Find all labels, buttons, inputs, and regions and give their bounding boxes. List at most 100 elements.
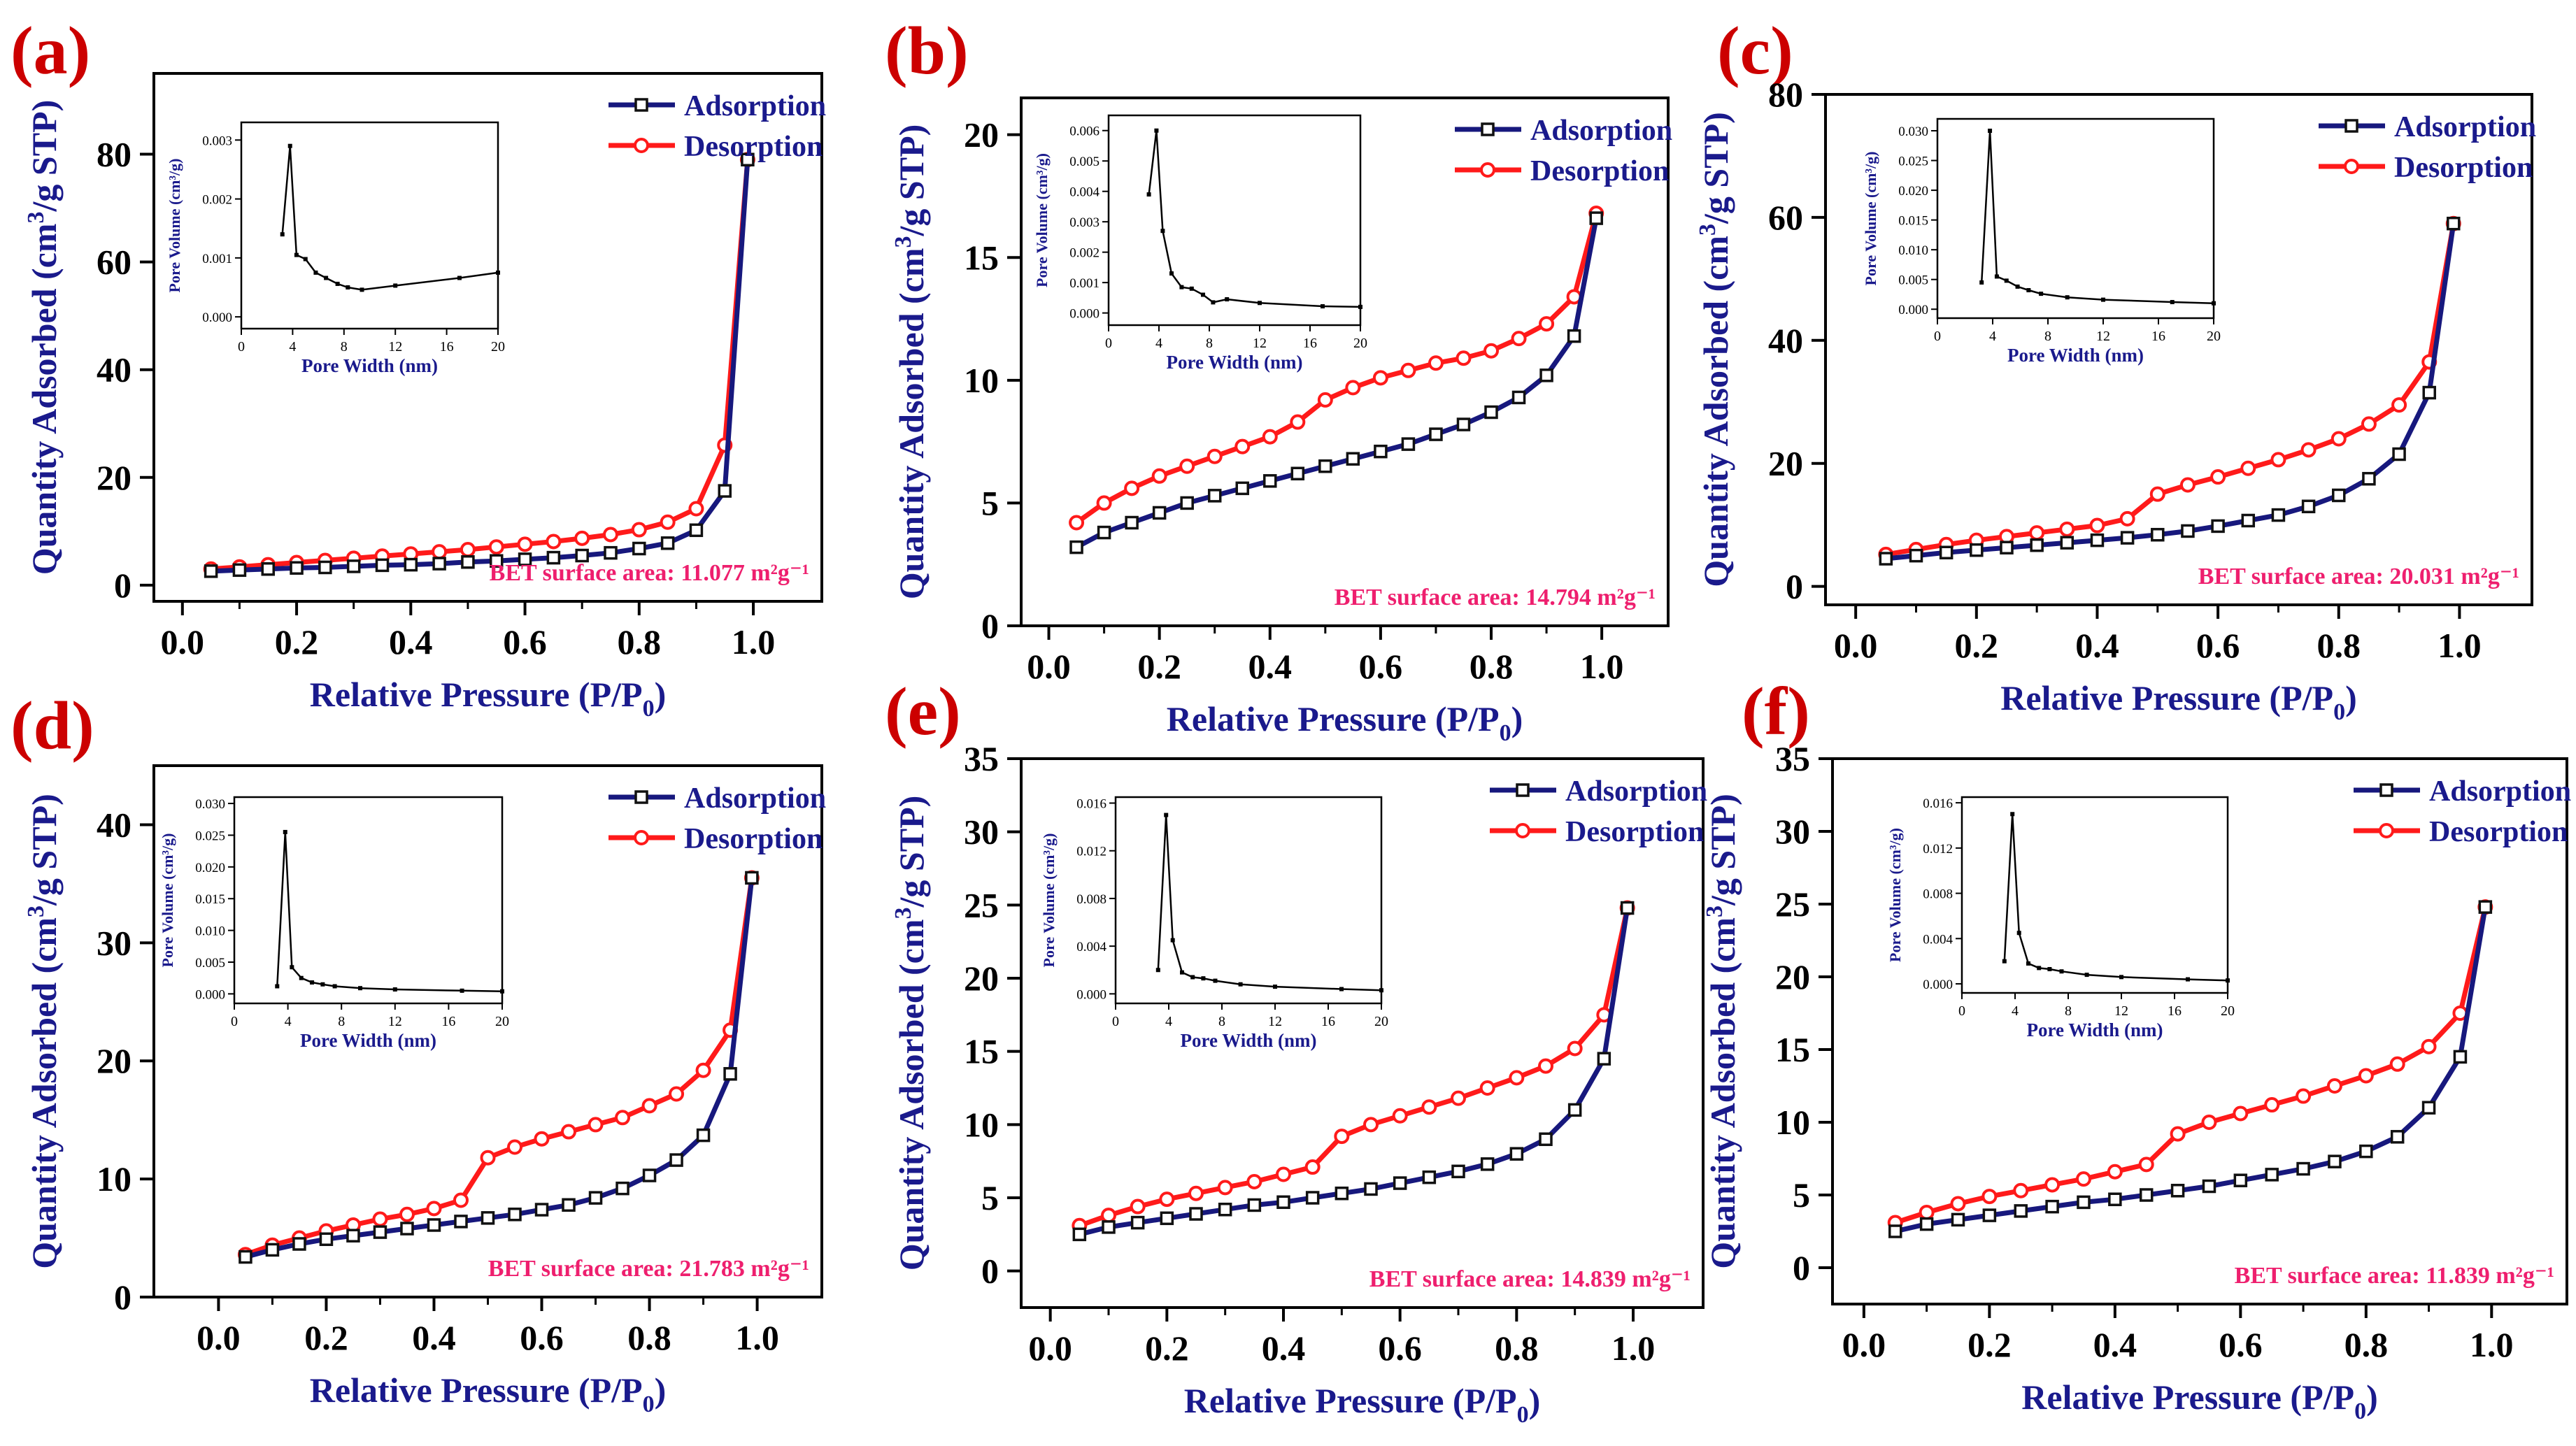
adsorption-point (1982, 1208, 1997, 1222)
inset-point (310, 980, 315, 985)
inset-x-tick-label: 12 (2096, 329, 2110, 344)
y-tick-label: 60 (1768, 198, 1803, 237)
x-tick-label: 0.6 (2196, 626, 2240, 665)
adsorption-point (2421, 1101, 2436, 1115)
adsorption-point (2453, 1050, 2468, 1064)
adsorption-point (2332, 488, 2346, 503)
inset-point (2084, 973, 2089, 978)
inset-point (1160, 229, 1165, 234)
adsorption-point (346, 1229, 360, 1243)
y-tick-label: 0 (114, 1277, 131, 1317)
y-tick-label: 30 (1775, 812, 1810, 851)
inset-point (392, 987, 397, 992)
x-tick-label: 0.6 (520, 1318, 564, 1357)
inset-y-tick-label: 0.006 (1069, 124, 1100, 139)
inset-point (2212, 301, 2216, 306)
adsorption-point (1180, 496, 1194, 510)
y-tick-label: 25 (964, 885, 999, 924)
inset-point (303, 257, 308, 262)
desorption-point (1069, 515, 1085, 531)
inset-y-tick-label: 0.025 (195, 829, 225, 843)
adsorption-point (1160, 1211, 1174, 1226)
adsorption-point (2390, 1130, 2405, 1144)
inset-y-tick-label: 0.004 (1923, 932, 1953, 947)
inset-point (1201, 292, 1205, 297)
y-tick-label: 10 (97, 1159, 131, 1198)
adsorption-point (2265, 1168, 2279, 1182)
pore-size-inset: 0 4 8 12 16 20 0.000 0.005 0.010 0.015 0.020 0.025 0… (159, 796, 509, 1051)
x-tick-label: 0.2 (304, 1318, 348, 1357)
desorption-point (1539, 316, 1555, 332)
inset-point (2026, 961, 2030, 966)
desorption-point (2029, 525, 2045, 541)
y-axis-label: Quantity Adsorbed (cm3/g STP) (1702, 794, 1742, 1269)
y-axis-label: Quantity Adsorbed (cm3/g STP) (890, 796, 931, 1271)
adsorption-point (2045, 1199, 2059, 1214)
x-tick-label: 0.2 (1955, 626, 1999, 665)
desorption-point (588, 1117, 604, 1133)
desorption-point (631, 522, 647, 538)
adsorption-point (1567, 1103, 1582, 1117)
x-tick-label: 0.4 (1262, 1329, 1306, 1368)
desorption-point (2296, 1088, 2312, 1104)
inset-x-tick-label: 20 (495, 1014, 509, 1029)
y-tick-label: 20 (1768, 444, 1803, 483)
inset-x-axis-label: Pore Width (nm) (1180, 1030, 1316, 1051)
inset-point (2186, 977, 2190, 982)
legend-adsorption-label: Adsorption (684, 90, 826, 122)
inset-point (1238, 982, 1243, 987)
x-tick-label: 0.2 (275, 622, 319, 661)
adsorption-point (642, 1168, 657, 1182)
desorption-point (1567, 1040, 1583, 1057)
adsorption-point (1130, 1215, 1145, 1230)
adsorption-point (1374, 444, 1388, 459)
desorption-point (1290, 414, 1306, 430)
x-tick-label: 0.0 (1027, 647, 1071, 686)
adsorption-point (2108, 1192, 2122, 1206)
x-tick-label: 0.8 (618, 622, 662, 661)
inset-point (1988, 129, 1993, 134)
desorption-point (1372, 370, 1388, 386)
inset-point (1170, 938, 1175, 943)
adsorption-point (1069, 540, 1083, 554)
adsorption-point (1125, 515, 1139, 530)
desorption-point (2059, 521, 2075, 537)
adsorption-point (2422, 385, 2436, 400)
adsorption-point (1589, 211, 1603, 225)
adsorption-point (1456, 417, 1471, 431)
inset-point (2119, 975, 2123, 980)
inset-y-tick-label: 0.008 (1923, 887, 1953, 902)
desorption-point (695, 1062, 711, 1078)
x-tick-label: 0.8 (627, 1318, 671, 1357)
bet-surface-area: BET surface area: 11.839 m²g⁻¹ (2235, 1263, 2554, 1289)
adsorption-point (2359, 1144, 2373, 1159)
adsorption-point (1189, 1207, 1203, 1221)
inset-point (2047, 967, 2052, 972)
adsorption-point (400, 1222, 414, 1236)
adsorption-point (1235, 481, 1249, 496)
y-tick-label: 60 (97, 243, 131, 282)
adsorption-point (1567, 329, 1581, 343)
plot-frame (1831, 757, 2568, 1305)
adsorption-point (689, 523, 704, 538)
adsorption-point (2241, 513, 2256, 528)
inset-x-tick-label: 20 (1374, 1014, 1388, 1029)
adsorption-point (1511, 390, 1526, 405)
bet-surface-area: BET surface area: 11.077 m²g⁻¹ (490, 560, 809, 586)
inset-y-axis-label: Pore Volume (cm³/g) (159, 833, 176, 968)
adsorption-point (1290, 466, 1305, 481)
inset-frame (1107, 114, 1362, 327)
adsorption-point (346, 559, 361, 573)
x-tick-label: 0.2 (1137, 647, 1181, 686)
y-tick-label: 10 (964, 1105, 999, 1144)
desorption-point (2119, 510, 2135, 527)
y-tick-label: 30 (97, 923, 131, 962)
inset-x-tick-label: 0 (238, 339, 245, 355)
inset-x-tick-label: 8 (341, 339, 348, 355)
legend-desorption-label: Desorption (1530, 155, 1669, 187)
inset-point (283, 829, 287, 834)
x-tick-label: 0.0 (197, 1318, 241, 1357)
inset-y-tick-label: 0.000 (195, 987, 225, 1002)
adsorption-point (718, 484, 732, 498)
inset-point (2170, 300, 2175, 305)
